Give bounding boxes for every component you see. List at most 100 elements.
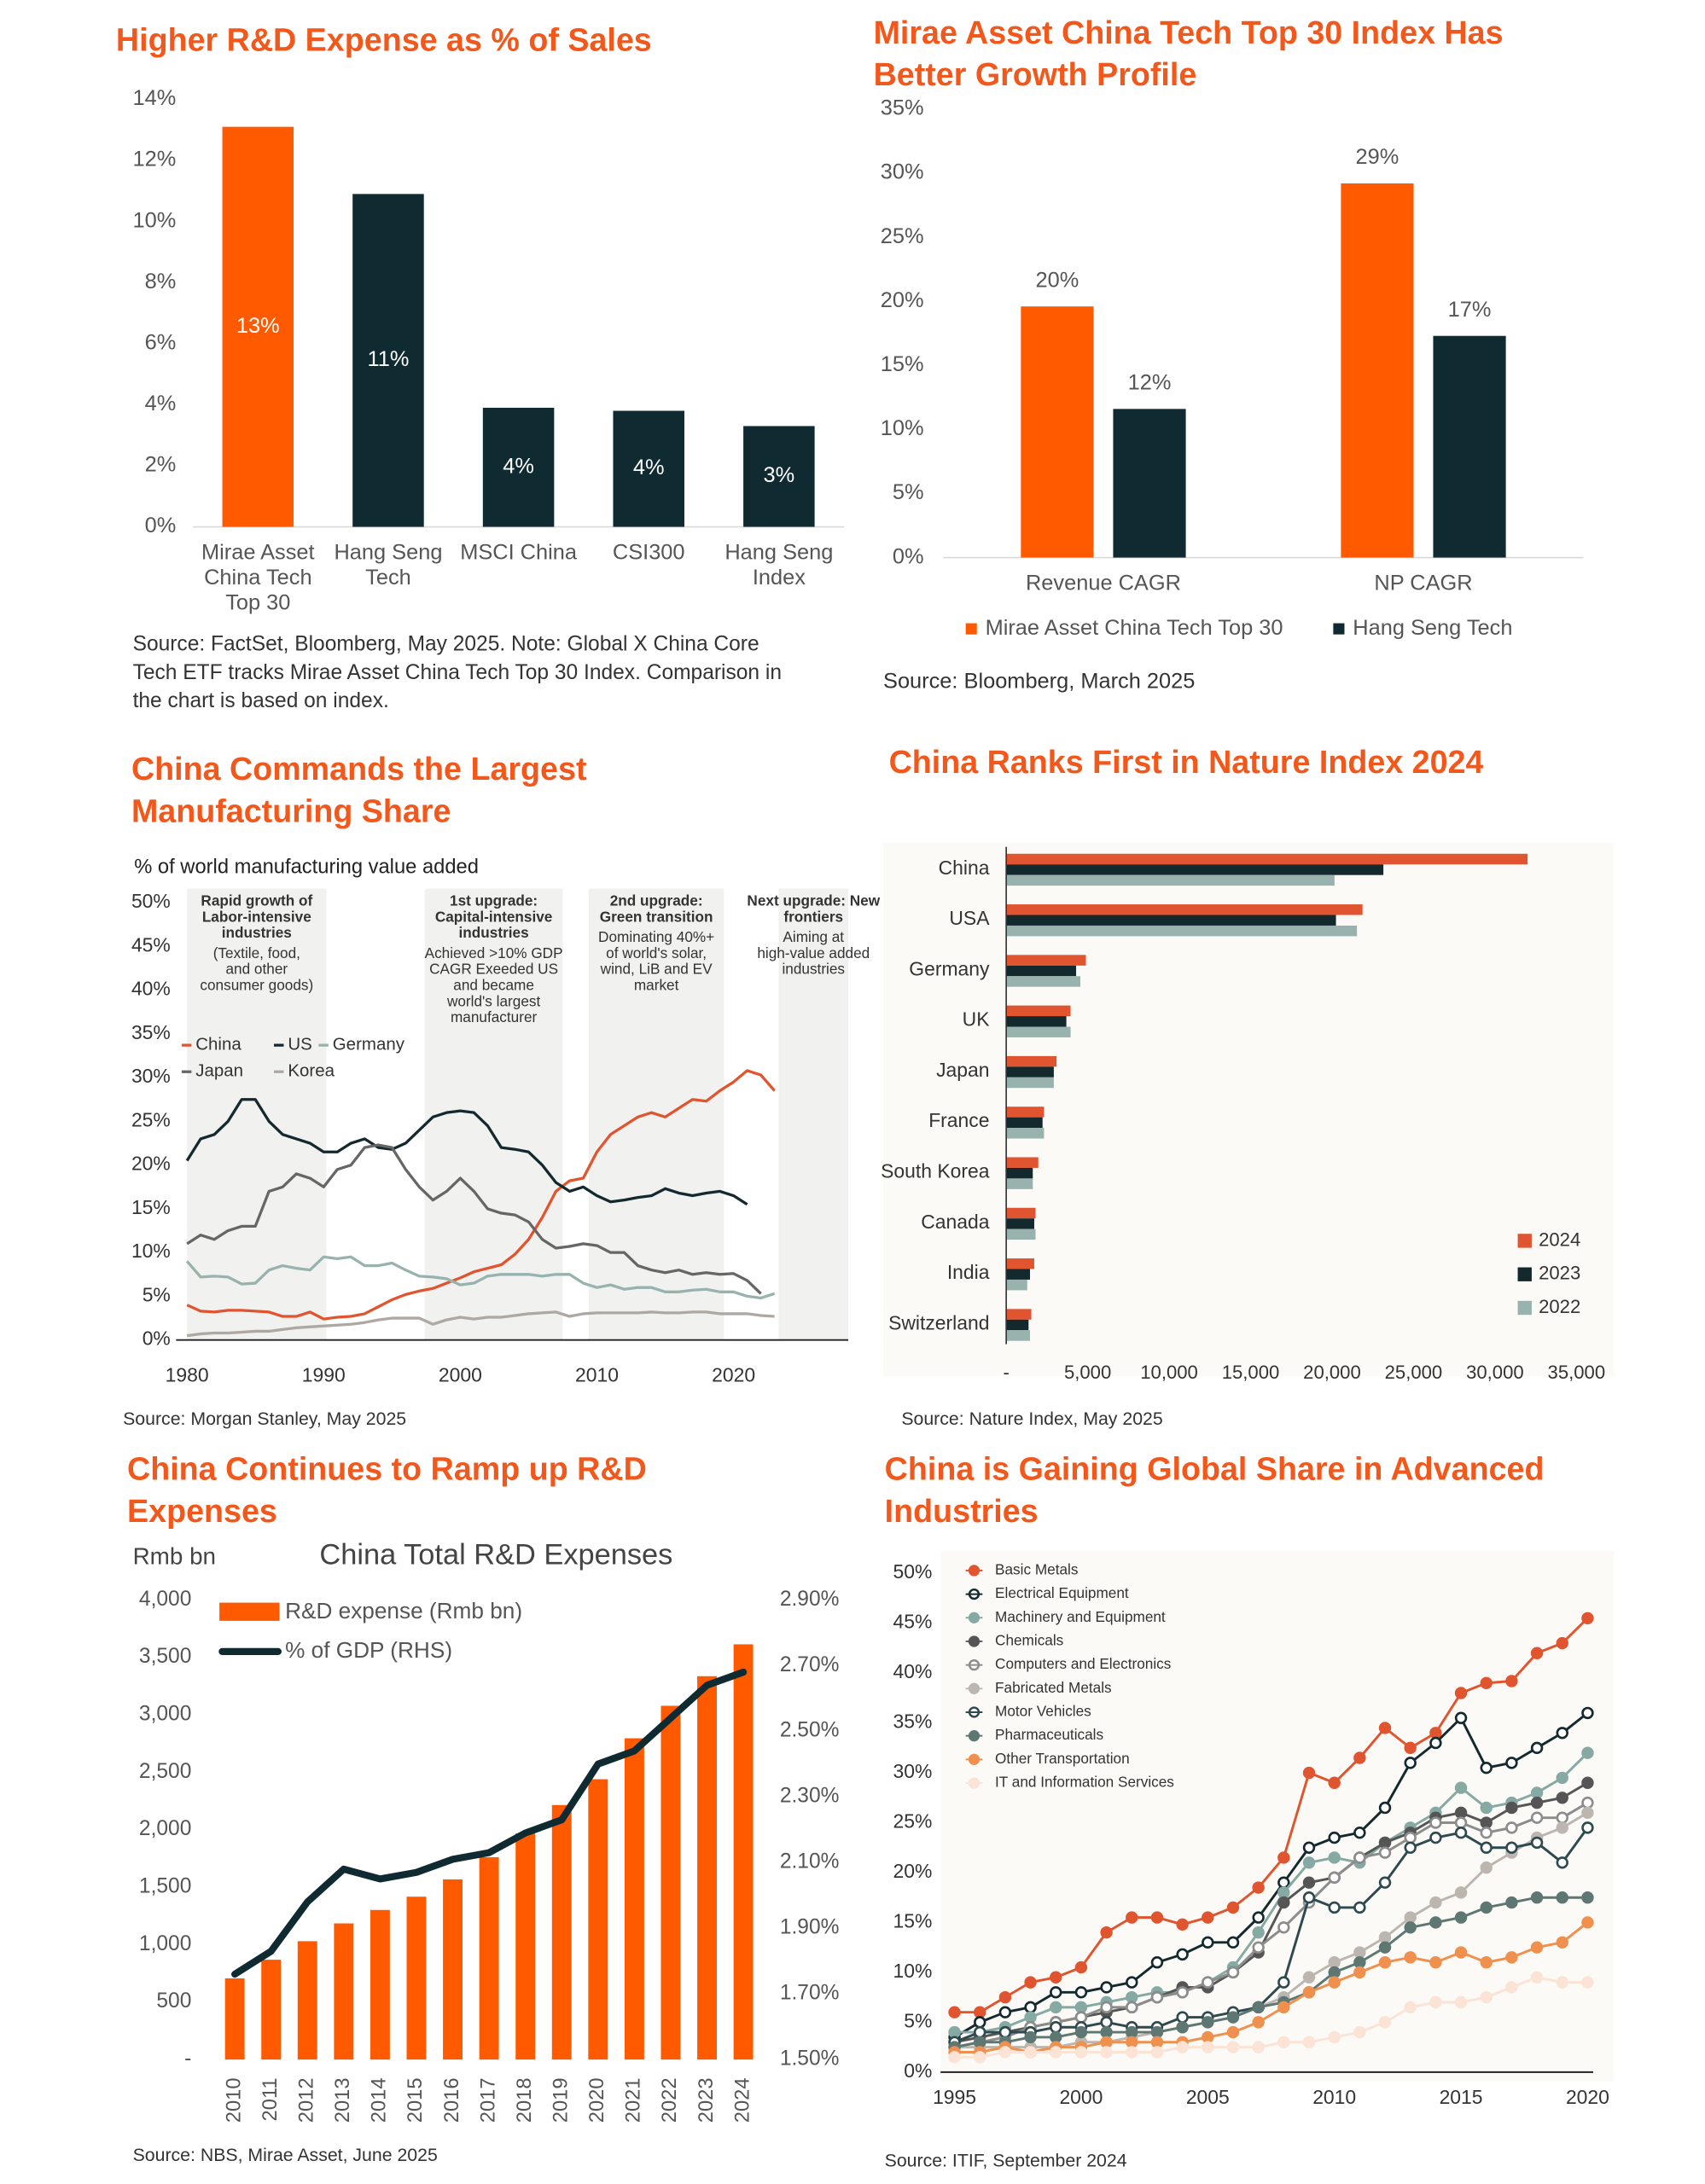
point [1404,2001,1417,2014]
chart-title: China Commands the Largest Manufacturing … [131,751,587,828]
legend-label: Korea [288,1061,335,1081]
point [998,2006,1012,2018]
point [1277,1886,1290,1899]
y-tick-label: 10% [881,416,924,440]
value-label: 29% [1356,145,1399,169]
chart-subtitle: % of world manufacturing value added [134,856,479,878]
point [1302,1891,1316,1904]
point [1404,1911,1417,1924]
value-label: 11% [368,347,410,371]
bar [224,1978,245,2060]
source-note: Source: Bloomberg, March 2025 [883,669,1195,693]
x-tick-label: NP CAGR [1374,571,1472,595]
legend-label: Japan [195,1061,243,1081]
y-tick-label: 35% [893,1711,932,1733]
point [1302,1841,1316,1854]
point [1024,1976,1037,1989]
point [1353,1851,1366,1864]
x-tick-label: Mirae Asset China Tech Top 30 [201,540,315,614]
point [1050,2001,1062,2014]
y-tick-label: Germany [909,957,990,979]
x-tick-label: 20,000 [1303,1362,1361,1383]
point [1378,2016,1392,2029]
point [1024,2030,1037,2044]
point [1024,2046,1037,2059]
legend-label: % of GDP (RHS) [285,1637,452,1663]
chart-title: China is Gaining Global Share in Advance… [885,1451,1545,1529]
x-tick-label: 2016 [441,2077,463,2123]
y2-tick-label: 2.10% [780,1850,840,1873]
point [1556,1792,1568,1804]
bar [1006,904,1363,915]
chart-title: Mirae Asset China Tech Top 30 Index Has B… [874,15,1504,92]
legend-label: China [195,1035,241,1054]
legend-label: 2024 [1539,1228,1580,1250]
legend-label: Mirae Asset China Tech Top 30 [986,616,1283,640]
x-tick-label: 2005 [1186,2086,1230,2108]
y-tick-label: - [184,2048,191,2071]
y-tick-label: 40% [131,978,171,1000]
y-tick-label: Switzerland [888,1311,989,1333]
point [1176,2021,1189,2034]
legend-label: IT and Information Services [995,1774,1174,1791]
bar [1006,1207,1036,1219]
bar [1006,853,1528,865]
bar [1006,1258,1034,1269]
point [1505,1981,1518,1994]
point [1581,1746,1594,1759]
point [1226,1901,1240,1914]
legend-label: 2022 [1539,1296,1580,1317]
bar [1006,1309,1032,1320]
bar [1006,874,1335,886]
y2-tick-label: 2.70% [780,1653,840,1676]
point [1328,1851,1341,1864]
point [1480,1990,1493,2004]
point [1150,1990,1164,2004]
period-text: (Textile, food, and other consumer goods) [200,944,313,993]
y-tick-label: 10% [133,208,177,232]
legend-label: Fabricated Metals [995,1679,1112,1696]
point [974,2025,986,2039]
point [974,2051,986,2064]
point [1328,1871,1341,1885]
y-tick-label: 35% [881,96,924,120]
bar [1006,1157,1039,1168]
period-text: Aiming at high-value added industries [757,928,870,978]
value-label: 13% [236,314,280,338]
y-tick-label: 25% [131,1108,171,1130]
x-tick-label: 2014 [369,2077,391,2123]
point [1252,2041,1265,2053]
point [1353,1827,1366,1839]
y2-tick-label: 1.90% [780,1916,840,1939]
y-tick-label: 2% [145,453,177,477]
x-tick-label: 2015 [1440,2086,1483,2108]
point [1226,2025,1240,2039]
point [1302,1856,1316,1869]
point [1100,1926,1113,1939]
y-tick-label: 45% [131,933,171,956]
y-tick-label: 30% [893,1760,932,1782]
point [1404,1757,1417,1769]
point [1252,2001,1265,2014]
y-tick-label: 20% [131,1153,171,1175]
point [1429,1816,1442,1829]
point [1404,1831,1417,1844]
point [1302,1766,1316,1780]
point [1530,1836,1544,1850]
point [1277,2001,1290,2014]
point [1150,2036,1164,2048]
bar [1006,1117,1043,1129]
x-tick-label: 2019 [550,2077,573,2123]
y-tick-label: 14% [133,86,177,110]
y-tick-label: 5% [143,1283,171,1305]
point [1226,1966,1240,1979]
x-tick-label: Revenue CAGR [1026,571,1181,595]
point [1074,2011,1088,2024]
point [1404,1951,1417,1964]
x-tick-label: 2024 [731,2077,754,2123]
bar [660,1705,681,2060]
bar [297,1941,317,2060]
x-tick-label: 2000 [439,1363,482,1385]
point [1277,1876,1290,1889]
bar [1006,915,1336,926]
